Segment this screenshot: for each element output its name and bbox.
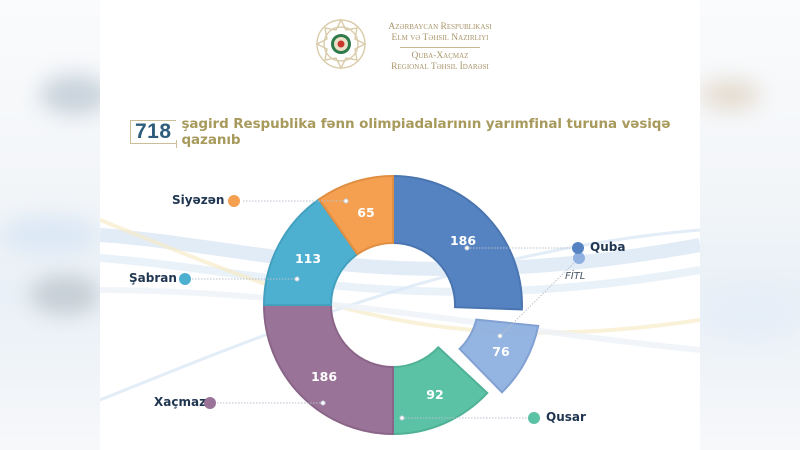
value-qusar: 92 [426,387,443,402]
background-right-blur [700,0,800,450]
segment-siyezen[interactable] [317,174,394,256]
organization-name: Azərbaycan Respublikası Elm və Təhsil Na… [370,22,510,73]
org-line-1: Azərbaycan Respublikası [388,22,492,32]
legend-label-xacmaz: Xaçmaz [154,395,207,409]
value-xacmaz: 186 [311,369,337,384]
org-line-4: Regional Təhsil İdarəsi [391,62,489,72]
legend-dot-fitl [573,252,585,264]
blur-blob [40,75,110,115]
value-siyezen: 65 [357,205,374,220]
segment-fitl[interactable] [458,318,540,394]
org-line-3: Quba-Xaçmaz [411,51,469,61]
legend-label-sabran: Şabran [129,271,177,285]
segment-quba[interactable] [392,174,523,311]
legend-dot-qusar [528,412,540,424]
legend-label-siyezen: Siyəzən [172,193,225,207]
legend-dot-xacmaz [204,397,216,409]
background-left-blur [0,0,110,450]
legend-label-qusar: Qusar [546,410,586,424]
blur-blob [700,290,800,340]
callout-anchors [294,198,503,421]
legend-dot-sabran [179,273,191,285]
org-line-2: Elm və Təhsil Nazirliyi [391,33,489,43]
count-box-tick [175,140,177,148]
legend-label-fitl: FİTL [565,271,586,282]
legend-label-quba: Quba [590,240,626,254]
segment-xacmaz[interactable] [262,304,394,436]
total-count: 718 [135,120,172,143]
donut-segments [262,174,540,436]
value-quba: 186 [450,233,476,248]
headline: 718 şagird Respublika fənn olimpiadaları… [130,116,700,148]
value-fitl: 76 [492,344,510,359]
legend-dot-quba [572,242,584,254]
legend-dot-siyezen [228,195,240,207]
infographic-panel: Azərbaycan Respublikası Elm və Təhsil Na… [100,0,700,450]
value-sabran: 113 [295,251,321,266]
callout-lines [192,200,576,419]
count-box: 718 [130,120,176,144]
headline-text: şagird Respublika fənn olimpiadalarının … [181,116,671,148]
donut-chart: 186 76 92 186 113 65 [100,174,700,436]
state-emblem-icon [315,18,367,70]
blur-blob [0,215,100,255]
blur-blob [30,275,100,315]
org-divider [400,47,480,48]
blur-blob [700,80,760,110]
